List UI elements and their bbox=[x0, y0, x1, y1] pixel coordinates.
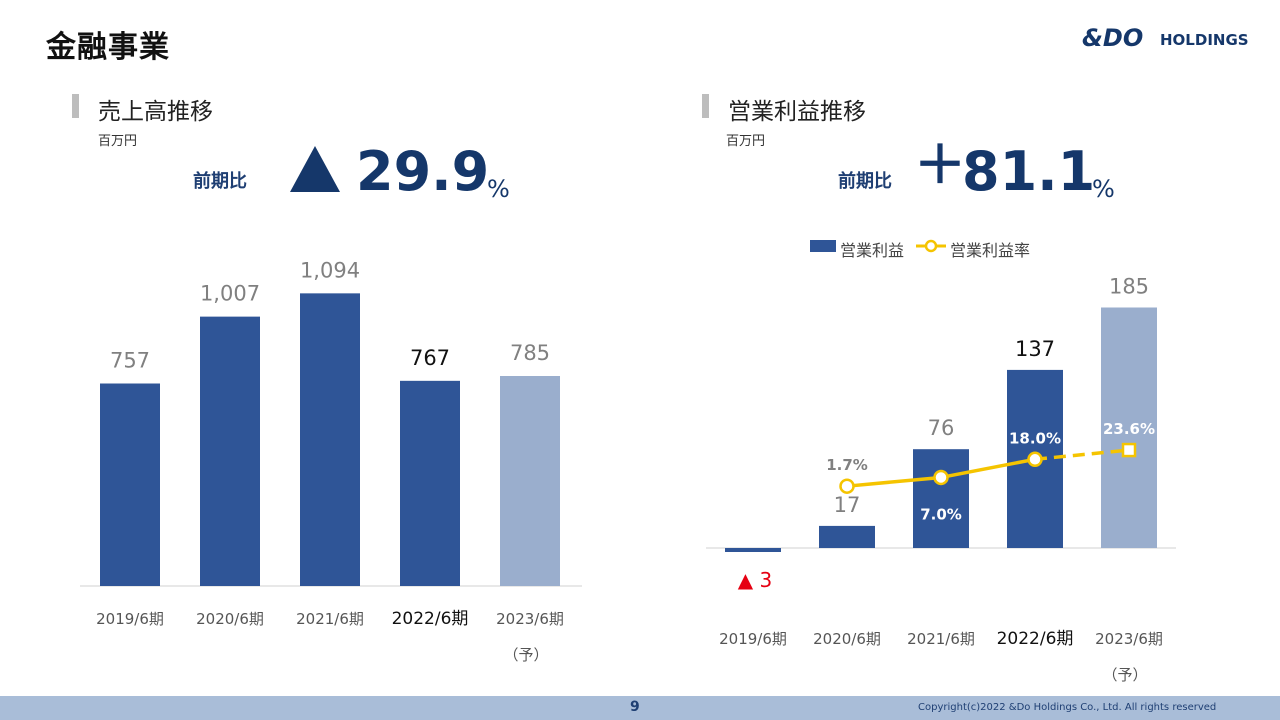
sales-value-label: 767 bbox=[410, 346, 450, 370]
op-yoy-label: 前期比 bbox=[838, 171, 892, 192]
op-margin-line-segment bbox=[1034, 448, 1130, 462]
op-margin-line-segment bbox=[940, 457, 1036, 480]
op-margin-label: 23.6% bbox=[1103, 420, 1155, 438]
sales-unit-label: 百万円 bbox=[98, 134, 138, 149]
logo-mark: &DO bbox=[1082, 24, 1143, 52]
sales-bar bbox=[500, 376, 560, 586]
sales-category-label: 2022/6期 bbox=[392, 609, 469, 629]
op-yoy-sign: ＋ bbox=[914, 136, 967, 196]
op-category-label: 2020/6期 bbox=[813, 630, 881, 648]
up-triangle-icon bbox=[290, 146, 340, 192]
op-margin-line-segment bbox=[846, 475, 942, 488]
footer-bar: 9 Copyright(c)2022 &Do Holdings Co., Ltd… bbox=[0, 696, 1280, 720]
page-title: 金融事業 bbox=[46, 30, 170, 65]
op-category-label: 2019/6期 bbox=[719, 630, 787, 648]
logo-word: HOLDINGS bbox=[1160, 31, 1249, 49]
sales-value-label: 1,007 bbox=[200, 282, 260, 306]
op-category-label: 2023/6期 bbox=[1095, 630, 1163, 648]
sales-bar bbox=[200, 316, 260, 586]
op-category-note: （予） bbox=[1102, 666, 1147, 684]
op-section-title: 営業利益推移 bbox=[702, 92, 866, 126]
op-margin-marker bbox=[1027, 451, 1043, 468]
page-number: 9 bbox=[630, 699, 640, 715]
legend-line-marker bbox=[924, 239, 938, 253]
legend-line-label: 営業利益率 bbox=[950, 241, 1030, 260]
op-margin-marker bbox=[933, 469, 949, 486]
sales-yoy-unit: % bbox=[487, 175, 510, 203]
op-margin-label: 18.0% bbox=[1009, 429, 1061, 447]
op-margin-marker bbox=[1121, 442, 1137, 458]
op-bar-negative bbox=[725, 548, 781, 552]
sales-category-label: 2019/6期 bbox=[96, 610, 164, 628]
sales-section-title: 売上高推移 bbox=[72, 92, 213, 126]
sales-bar bbox=[300, 293, 360, 586]
op-yoy-unit: % bbox=[1092, 175, 1115, 203]
sales-value-label: 757 bbox=[110, 349, 150, 373]
op-value-label: 137 bbox=[1015, 337, 1055, 361]
op-category-label: 2022/6期 bbox=[997, 629, 1074, 649]
sales-category-label: 2021/6期 bbox=[296, 610, 364, 628]
op-bar bbox=[1101, 307, 1157, 548]
op-bar bbox=[913, 449, 969, 548]
sales-bar-chart: 757 2019/6期 1,007 2020/6期 1,094 2021/6期 767 202… bbox=[80, 258, 582, 664]
copyright-text: Copyright(c)2022 &Do Holdings Co., Ltd. … bbox=[918, 702, 1217, 713]
sales-yoy-value: 29.9 bbox=[356, 140, 490, 203]
op-unit-label: 百万円 bbox=[726, 134, 766, 149]
op-margin-label: 1.7% bbox=[826, 456, 868, 474]
sales-value-label: 1,094 bbox=[300, 258, 360, 282]
op-value-label: 17 bbox=[834, 493, 861, 517]
op-margin-label: 7.0% bbox=[920, 505, 962, 523]
legend-bar-label: 営業利益 bbox=[840, 241, 904, 260]
op-value-label: 185 bbox=[1109, 275, 1149, 299]
sales-category-label: 2020/6期 bbox=[196, 610, 264, 628]
sales-category-label: 2023/6期 bbox=[496, 610, 564, 628]
sales-yoy-label: 前期比 bbox=[193, 171, 247, 192]
sales-bar bbox=[400, 380, 460, 586]
op-yoy-value: 81.1 bbox=[962, 140, 1096, 203]
op-margin-marker bbox=[839, 478, 855, 494]
op-bar bbox=[819, 525, 875, 548]
sales-bar bbox=[100, 383, 160, 586]
op-category-label: 2021/6期 bbox=[907, 630, 975, 648]
company-logo: &DO HOLDINGS bbox=[1082, 24, 1249, 52]
sales-value-label: 785 bbox=[510, 341, 550, 365]
op-value-label: 76 bbox=[928, 416, 955, 440]
sales-category-note: （予） bbox=[503, 646, 548, 664]
legend-bar-swatch bbox=[810, 240, 836, 252]
op-value-label-negative: ▲ 3 bbox=[738, 568, 772, 592]
